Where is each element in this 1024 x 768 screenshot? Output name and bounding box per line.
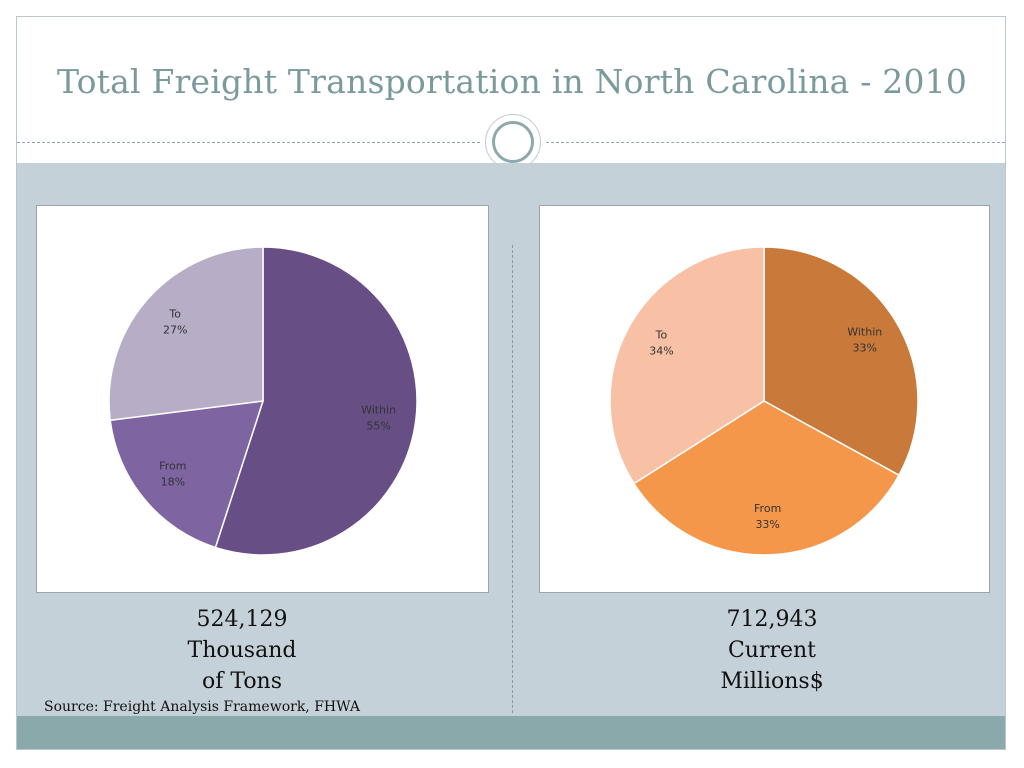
tons-caption-unit-2: of Tons: [201, 669, 283, 694]
slice-name-label: From: [159, 460, 186, 473]
slide-title: Total Freight Transportation in North Ca…: [56, 62, 968, 101]
tons-chart-box: Within 55% From 18% To 27%: [36, 205, 489, 593]
slice-name-label: To: [655, 329, 668, 342]
slice-percent-label: 33%: [853, 341, 877, 354]
value-slice-to-label: To 34%: [649, 329, 673, 358]
slice-percent-label: 27%: [163, 324, 187, 337]
slice-name-label: From: [754, 502, 781, 515]
value-caption: 712,943 Current Millions$: [622, 604, 922, 697]
value-slice-to: [609, 246, 765, 485]
title-rule-left: [17, 142, 480, 143]
value-caption-unit-1: Current: [727, 638, 817, 663]
value-slice-within: [763, 246, 919, 477]
column-divider: [512, 245, 513, 713]
value-pie-chart: Within 33% From 33% To 34%: [609, 246, 919, 556]
tons-caption-unit-1: Thousand: [187, 638, 297, 663]
value-slice-from-label: From 33%: [754, 502, 781, 531]
value-slice-from: [632, 400, 900, 556]
tons-caption-value: 524,129: [196, 607, 288, 632]
tons-caption: 524,129 Thousand of Tons: [92, 604, 392, 697]
title-rule-right: [546, 142, 1005, 143]
tons-pie-chart: Within 55% From 18% To 27%: [108, 246, 418, 556]
value-slice-within-label: Within 33%: [847, 325, 882, 354]
value-caption-value: 712,943: [726, 607, 818, 632]
footer-band: [17, 716, 1005, 749]
slice-name-label: Within: [361, 403, 396, 416]
value-chart-box: Within 33% From 33% To 34%: [539, 205, 990, 593]
slice-percent-label: 34%: [649, 345, 673, 358]
slice-percent-label: 55%: [366, 419, 390, 432]
value-caption-unit-2: Millions$: [720, 669, 824, 694]
tons-slice-within: [214, 246, 418, 556]
tons-slice-within-label: Within 55%: [361, 403, 396, 432]
tons-slice-from: [109, 400, 265, 549]
source-note: Source: Freight Analysis Framework, FHWA: [44, 699, 360, 715]
tons-slice-to-label: To 27%: [163, 308, 187, 337]
slice-name-label: Within: [847, 325, 882, 338]
ornament-inner-ring: [492, 121, 534, 163]
slice-percent-label: 18%: [161, 476, 185, 489]
tons-slice-from-label: From 18%: [159, 460, 186, 489]
slice-name-label: To: [168, 308, 181, 321]
tons-slice-to: [108, 246, 264, 422]
ornament-circle-icon: [485, 114, 541, 170]
slice-percent-label: 33%: [755, 518, 779, 531]
